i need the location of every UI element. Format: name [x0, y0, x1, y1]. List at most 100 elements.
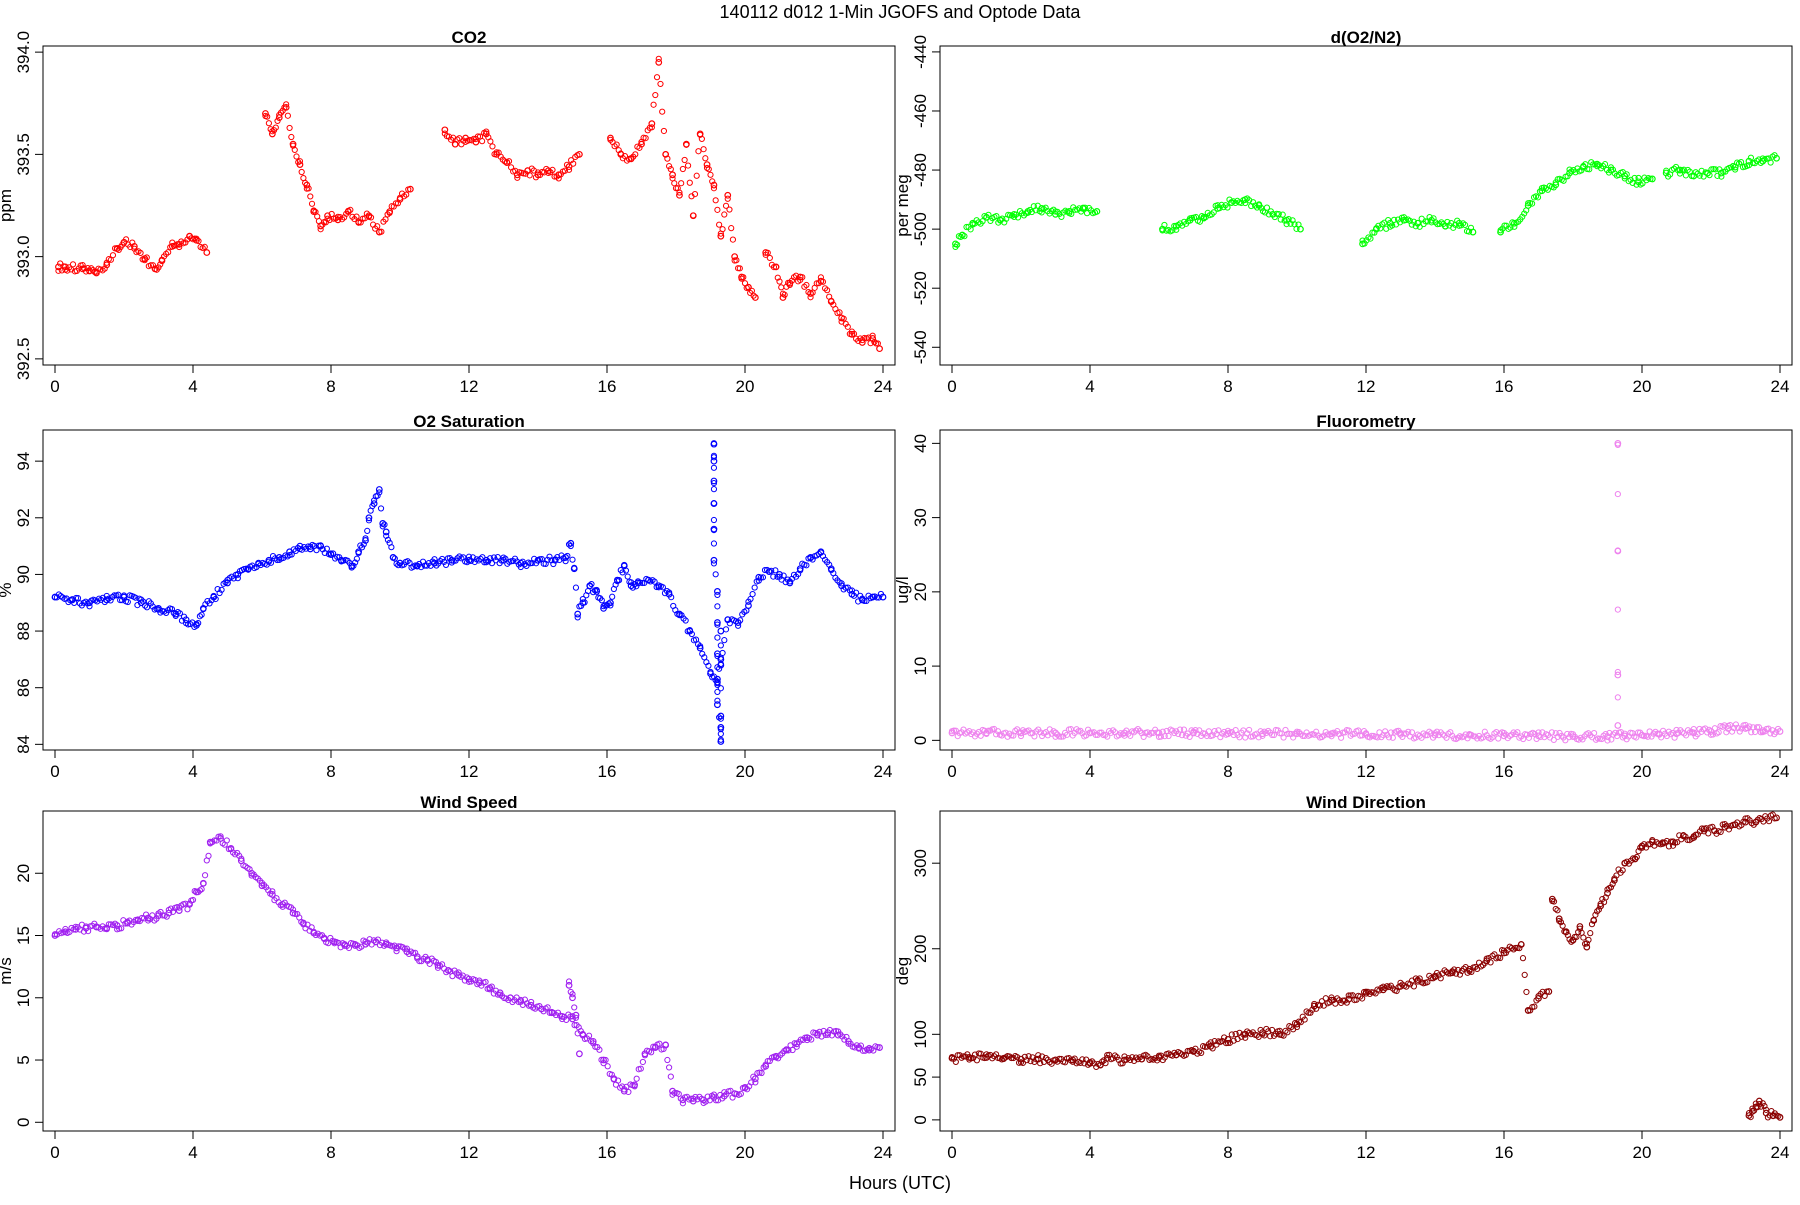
co2-data-point — [762, 249, 770, 256]
o2-saturation-data-point — [710, 525, 718, 533]
co2-trace-point — [684, 162, 692, 169]
d-o2-n2-trace-point — [1224, 204, 1231, 211]
fluorometry-trace-point — [1715, 729, 1722, 736]
wind-speed-trace-point — [679, 1100, 687, 1107]
figure-title: 140112 d012 1-Min JGOFS and Optode Data — [720, 2, 1082, 22]
o2-saturation-data-point — [655, 582, 663, 590]
o2-saturation-trace-point — [417, 564, 425, 571]
o2-saturation-data-point — [765, 568, 773, 575]
o2-saturation-trace-point — [352, 559, 359, 566]
co2-trace-point — [109, 252, 117, 259]
o2-saturation-trace-point — [863, 597, 870, 604]
wind-speed-data-point — [651, 1044, 659, 1051]
wind-direction-trace-point — [1585, 936, 1592, 943]
co2-trace-point — [642, 135, 649, 142]
wind-speed-data-point — [258, 882, 266, 890]
o2-saturation-trace-point — [717, 642, 724, 649]
o2-saturation-x-tick-label: 20 — [736, 762, 755, 781]
fluorometry-trace-point — [1004, 733, 1011, 740]
co2-trace-point — [137, 249, 144, 256]
o2-saturation-trace-point — [565, 541, 573, 548]
d-o2-n2-trace-point — [1676, 170, 1684, 177]
wind-direction-data-point — [1604, 889, 1611, 897]
o2-saturation-data-point — [869, 593, 877, 601]
wind-direction-data-point — [1310, 1002, 1318, 1010]
wind-direction-data-point — [1576, 923, 1584, 930]
o2-saturation-data-point — [465, 556, 473, 564]
fluorometry-trace-point — [1063, 731, 1071, 738]
fluorometry-trace-point — [1558, 732, 1565, 739]
fluorometry-trace-point — [1500, 729, 1508, 737]
co2-trace-point — [703, 164, 711, 172]
co2-trace-point — [719, 226, 726, 233]
fluorometry-trace-point — [1299, 732, 1306, 739]
o2-saturation-trace-point — [747, 595, 754, 603]
d-o2-n2-x-tick-label: 12 — [1357, 377, 1376, 396]
d-o2-n2-data-point — [1717, 169, 1725, 177]
o2-saturation-data-point — [717, 738, 725, 745]
o2-saturation-data-point — [717, 723, 725, 731]
co2-trace-point — [374, 223, 381, 230]
o2-saturation-trace-point — [364, 527, 371, 535]
d-o2-n2-trace-point — [1663, 167, 1670, 174]
d-o2-n2-trace-point — [957, 233, 964, 241]
o2-saturation-data-point — [500, 556, 507, 564]
o2-saturation-trace-point — [431, 556, 438, 563]
co2-plot-frame — [42, 45, 896, 366]
wind-direction-trace-point — [973, 1057, 981, 1064]
wind-direction-trace-point — [1583, 940, 1590, 947]
fluorometry-trace-point — [1176, 726, 1184, 733]
fluorometry-trace-point — [1328, 733, 1335, 740]
wind-direction-points — [948, 811, 1784, 1121]
o2-saturation-data-point — [627, 582, 635, 590]
fluorometry-x-tick-label: 12 — [1357, 762, 1376, 781]
o2-saturation-trace-point — [323, 545, 330, 552]
wind-direction-trace-point — [1694, 831, 1701, 838]
co2-trace-point — [69, 261, 77, 268]
o2-saturation-data-point — [879, 593, 887, 601]
wind-direction-data-point — [1669, 838, 1677, 846]
d-o2-n2-plot-frame — [939, 45, 1793, 366]
fluorometry-trace-point — [1171, 729, 1178, 737]
wind-direction-trace-point — [1222, 1040, 1230, 1047]
o2-saturation-trace-point — [234, 575, 241, 582]
wind-speed-data-point — [751, 1075, 759, 1083]
o2-saturation-data-point — [714, 650, 721, 658]
wind-direction-data-point — [1569, 936, 1577, 944]
wind-speed-data-point — [589, 1037, 597, 1045]
wind-speed-trace-point — [710, 1091, 718, 1098]
o2-saturation-trace-point — [544, 556, 551, 563]
co2-data-point — [289, 140, 297, 148]
fluorometry-trace-point — [1012, 727, 1019, 734]
d-o2-n2-data-point — [1745, 157, 1753, 165]
d-o2-n2-data-point — [1607, 166, 1615, 174]
fluorometry-trace-point — [1196, 727, 1203, 734]
wind-speed-data-point — [165, 909, 173, 917]
o2-saturation-trace-point — [710, 560, 718, 567]
d-o2-n2-data-point — [1269, 210, 1277, 218]
o2-saturation-data-point — [827, 565, 835, 573]
d-o2-n2-panel: d(O2/N2) 0 4 8 12 16 20 24 -540 -520 -500 -480 -460 -… — [893, 28, 1793, 396]
d-o2-n2-data-point — [1297, 225, 1304, 233]
d-o2-n2-trace-point — [1552, 179, 1559, 186]
wind-speed-trace-point — [596, 1046, 603, 1053]
wind-speed-trace-point — [625, 1088, 632, 1096]
fluorometry-trace-point — [1136, 727, 1143, 735]
wind-direction-trace-point — [1557, 919, 1565, 926]
o2-saturation-trace-point — [513, 558, 521, 565]
fluorometry-y-tick-label: 30 — [911, 508, 930, 527]
o2-saturation-trace-point — [124, 598, 131, 606]
co2-data-point — [203, 249, 211, 256]
wind-direction-data-point — [1555, 915, 1563, 923]
o2-saturation-y-tick-label: 92 — [14, 508, 33, 527]
d-o2-n2-data-point — [1621, 172, 1629, 180]
fluorometry-trace-point — [1585, 730, 1592, 737]
fluorometry-trace-point — [1180, 726, 1188, 733]
wind-direction-trace-point — [1035, 1052, 1042, 1059]
co2-data-point — [817, 277, 825, 285]
d-o2-n2-trace-point — [1283, 221, 1290, 228]
fluorometry-trace-point — [1771, 731, 1778, 738]
fluorometry-data-point — [1500, 732, 1508, 740]
o2-saturation-trace-point — [574, 614, 581, 621]
co2-trace-point — [55, 267, 62, 274]
